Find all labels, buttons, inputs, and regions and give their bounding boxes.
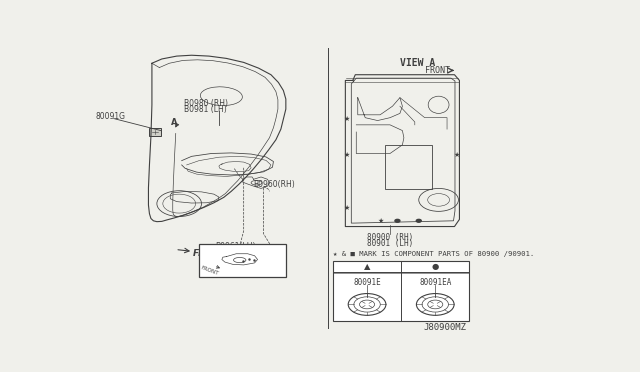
Text: 80901 (LH): 80901 (LH) xyxy=(367,239,413,248)
Bar xyxy=(149,128,161,136)
Text: 80091EA: 80091EA xyxy=(419,278,451,287)
Text: B0981 (LH): B0981 (LH) xyxy=(184,105,227,114)
Circle shape xyxy=(395,219,400,222)
Bar xyxy=(385,145,432,189)
Text: FRONT: FRONT xyxy=(200,265,220,276)
Text: ▲: ▲ xyxy=(364,262,371,271)
Text: ●: ● xyxy=(431,262,439,271)
Text: ★: ★ xyxy=(454,152,460,158)
Text: ★: ★ xyxy=(343,152,349,158)
Text: 80091G: 80091G xyxy=(96,112,126,121)
Bar xyxy=(199,244,286,277)
Text: VIEW A: VIEW A xyxy=(400,58,435,68)
Text: FRONT: FRONT xyxy=(425,66,450,75)
Text: B0960(RH): B0960(RH) xyxy=(253,180,295,189)
Circle shape xyxy=(416,219,421,222)
Text: ★ & ■ MARK IS COMPONENT PARTS OF 80900 /90901.: ★ & ■ MARK IS COMPONENT PARTS OF 80900 /… xyxy=(333,251,534,257)
Text: ★: ★ xyxy=(343,116,349,122)
Text: 80900 (RH): 80900 (RH) xyxy=(367,234,413,243)
Text: ★: ★ xyxy=(378,218,384,224)
Text: ★: ★ xyxy=(343,205,349,211)
Text: J80900MZ: J80900MZ xyxy=(424,323,467,332)
Text: A: A xyxy=(171,118,177,127)
Text: B0961(LH): B0961(LH) xyxy=(216,242,256,251)
Text: 80091E: 80091E xyxy=(353,278,381,287)
Text: B0980 (RH): B0980 (RH) xyxy=(184,99,228,108)
Text: FRONT: FRONT xyxy=(193,249,227,258)
Bar xyxy=(333,261,469,321)
